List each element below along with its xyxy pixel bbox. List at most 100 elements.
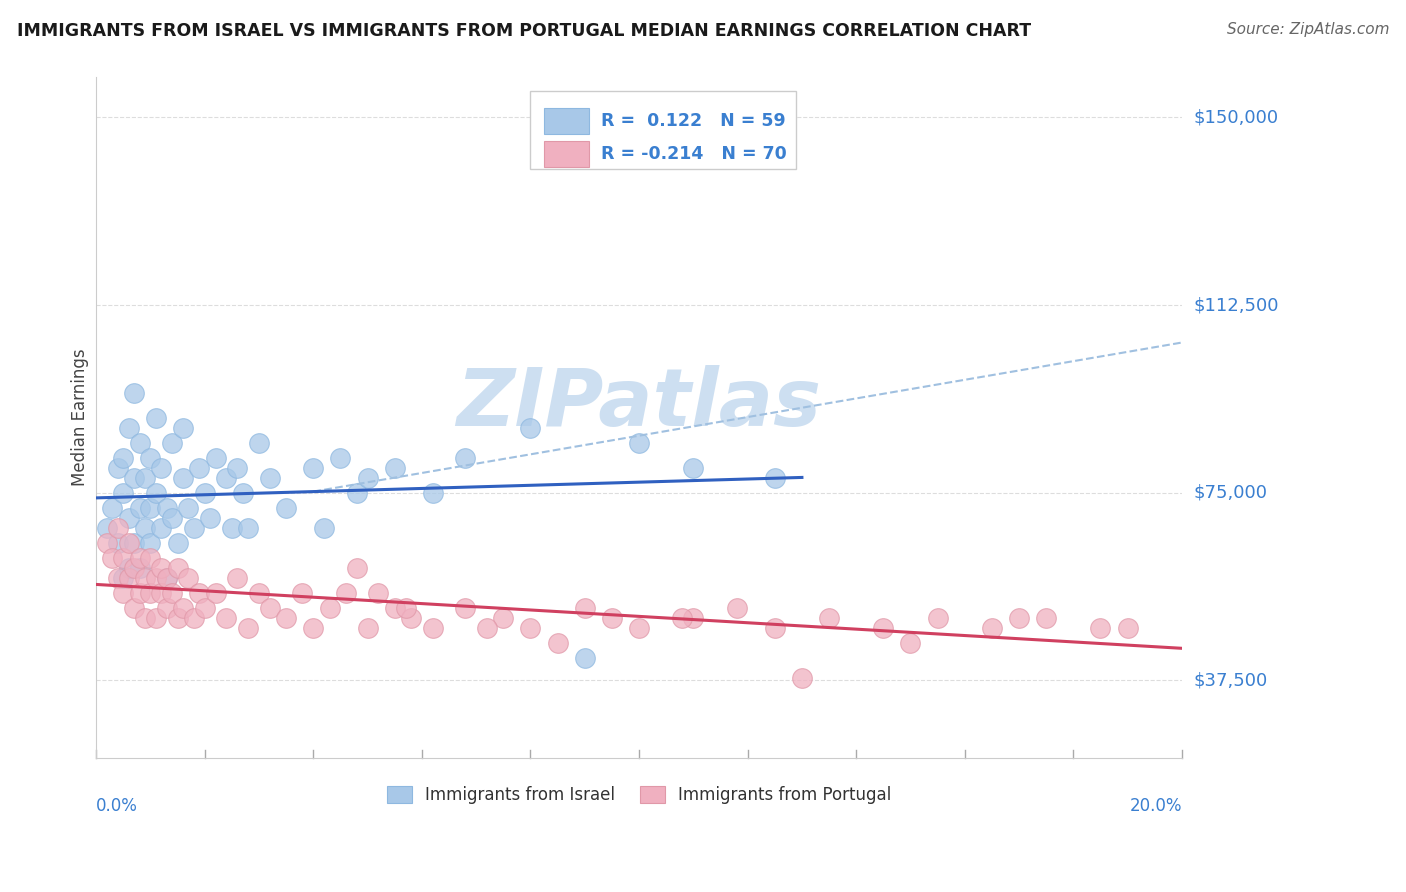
Point [356,470,378,484]
Point [226,460,249,475]
Point [204,585,226,599]
Point [183,610,205,624]
Point [107,535,129,549]
Point [900,635,922,649]
Point [96,520,118,534]
Point [238,520,260,534]
Point [118,571,141,585]
Text: $150,000: $150,000 [1194,109,1278,127]
Point [122,560,145,574]
Point [600,610,623,624]
Point [232,485,254,500]
Point [139,450,162,465]
Point [519,621,541,635]
Point [454,450,477,465]
Text: IMMIGRANTS FROM ISRAEL VS IMMIGRANTS FROM PORTUGAL MEDIAN EARNINGS CORRELATION C: IMMIGRANTS FROM ISRAEL VS IMMIGRANTS FRO… [17,22,1031,40]
Point [454,600,477,615]
Point [156,600,179,615]
Point [166,560,188,574]
Point [346,485,368,500]
Text: R =  0.122   N = 59: R = 0.122 N = 59 [600,112,786,130]
Point [122,600,145,615]
Point [172,600,194,615]
Point [112,450,135,465]
Point [101,500,124,515]
Point [247,435,270,450]
Point [346,560,368,574]
Point [107,571,129,585]
Point [763,621,786,635]
Point [128,560,150,574]
Legend: Immigrants from Israel, Immigrants from Portugal: Immigrants from Israel, Immigrants from … [380,779,898,811]
Point [763,470,786,484]
Point [145,485,167,500]
Point [134,571,156,585]
Point [628,621,651,635]
Point [177,500,200,515]
Point [107,460,129,475]
Point [166,535,188,549]
Point [172,420,194,434]
Point [122,385,145,400]
Point [118,535,141,549]
Point [247,585,270,599]
Point [160,585,183,599]
Point [118,510,141,524]
Point [574,600,596,615]
Text: R = -0.214   N = 70: R = -0.214 N = 70 [600,145,787,162]
Point [790,671,813,685]
Point [139,535,162,549]
Point [200,510,222,524]
Text: 20.0%: 20.0% [1129,797,1182,814]
Point [302,460,325,475]
FancyBboxPatch shape [544,141,589,167]
Point [194,600,217,615]
Point [156,571,179,585]
Point [226,571,249,585]
Point [107,520,129,534]
Point [134,470,156,484]
Point [291,585,314,599]
Point [574,650,596,665]
FancyBboxPatch shape [544,108,589,134]
Text: $75,000: $75,000 [1194,483,1267,501]
Point [118,560,141,574]
Point [166,610,188,624]
Point [150,520,173,534]
Point [215,470,238,484]
Point [302,621,325,635]
Point [215,610,238,624]
Y-axis label: Median Earnings: Median Earnings [72,349,89,486]
Text: Source: ZipAtlas.com: Source: ZipAtlas.com [1226,22,1389,37]
Point [177,571,200,585]
Text: $37,500: $37,500 [1194,671,1267,690]
Point [156,500,179,515]
Point [122,470,145,484]
Point [118,420,141,434]
Point [725,600,748,615]
Point [172,470,194,484]
Point [96,535,118,549]
Text: 0.0%: 0.0% [96,797,138,814]
Point [399,610,422,624]
Point [145,610,167,624]
Point [188,585,211,599]
Point [818,610,841,624]
Point [128,435,150,450]
Point [183,520,205,534]
Point [628,435,651,450]
Point [139,500,162,515]
Point [980,621,1002,635]
Text: ZIPatlas: ZIPatlas [457,365,821,443]
Point [318,600,340,615]
Point [156,571,179,585]
Point [128,550,150,565]
Point [356,621,378,635]
Point [139,585,162,599]
Point [384,460,406,475]
Point [112,571,135,585]
Point [112,585,135,599]
Point [134,520,156,534]
Point [150,560,173,574]
Point [335,585,357,599]
